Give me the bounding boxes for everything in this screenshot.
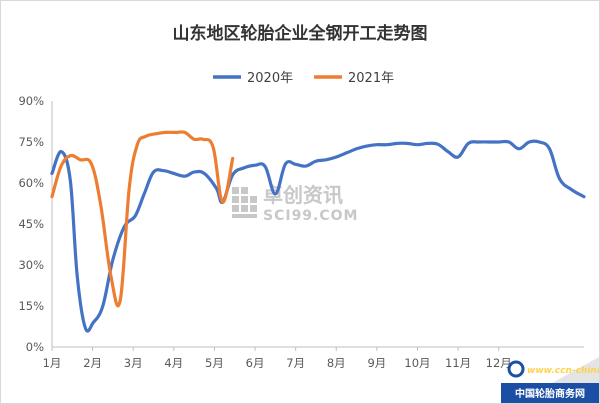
watermark-sub: SCI99.COM: [263, 208, 358, 224]
legend-label-2021: 2021年: [348, 71, 394, 86]
y-tick-label: 90%: [18, 94, 44, 108]
x-tick-label: 3月: [124, 356, 143, 370]
tire-logo-icon: [507, 360, 525, 378]
watermark: 卓创资讯 SCI99.COM: [232, 183, 358, 224]
x-tick-label: 6月: [246, 356, 265, 370]
x-tick-label: 7月: [286, 356, 305, 370]
series-line-2021年: [50, 130, 235, 308]
y-tick-label: 15%: [18, 299, 44, 313]
y-tick-label: 60%: [18, 176, 44, 190]
x-tick-label: 11月: [445, 356, 471, 370]
x-tick-label: 5月: [205, 356, 224, 370]
series-layer: [50, 130, 586, 333]
axes: 0% 15% 30% 45% 60% 75% 90% 1月 2月 3月 4月 5月 6月 7月 8月 9月 10…: [18, 94, 584, 370]
corner-badge-name: 中国轮胎商务网: [515, 387, 585, 400]
x-tick-label: 2月: [83, 356, 102, 370]
y-tick-label: 75%: [18, 135, 44, 149]
corner-badge: www.ccn-china.net 中国轮胎商务网: [501, 357, 599, 403]
x-tick-label: 10月: [404, 356, 430, 370]
x-tick-label: 9月: [367, 356, 386, 370]
x-tick-label: 4月: [164, 356, 183, 370]
x-tick-label: 1月: [43, 356, 62, 370]
y-tick-label: 30%: [18, 258, 44, 272]
y-tick-label: 0%: [26, 340, 44, 354]
corner-badge-bar: [501, 383, 599, 403]
watermark-logo-icon: [232, 187, 257, 218]
chart-title: 山东地区轮胎企业全钢开工走势图: [173, 23, 428, 44]
legend: 2020年 2021年: [213, 71, 394, 86]
x-tick-label: 8月: [327, 356, 346, 370]
y-tick-label: 45%: [18, 217, 44, 231]
corner-badge-url: www.ccn-china.net: [527, 366, 599, 376]
legend-label-2020: 2020年: [247, 71, 293, 86]
series-line-2020年: [50, 139, 586, 333]
x-tick-label: 12月: [486, 356, 512, 370]
